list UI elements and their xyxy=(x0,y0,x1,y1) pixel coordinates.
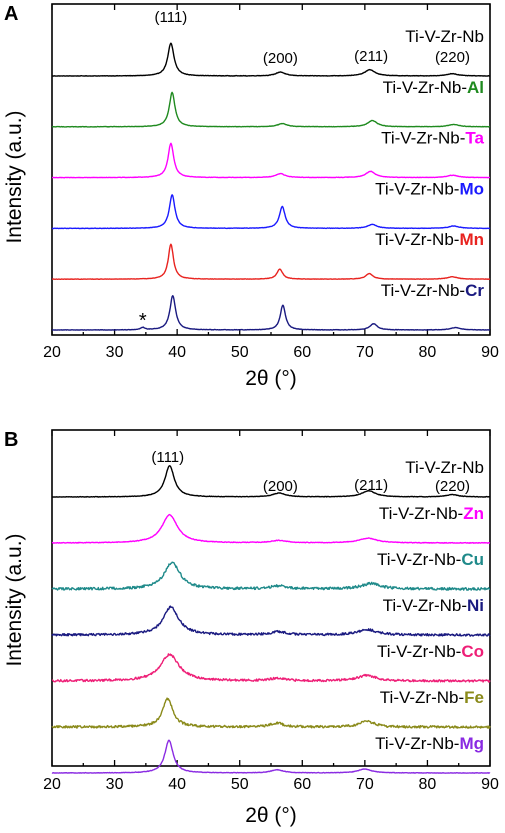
x-tick-label: 20 xyxy=(43,776,61,793)
peak-label: (220) xyxy=(435,49,470,66)
series-line xyxy=(51,465,491,498)
series-label-base: Ti-V-Zr-Nb xyxy=(405,27,484,46)
peak-label: (220) xyxy=(435,478,470,495)
series-label-element: Zn xyxy=(463,504,484,523)
panel-b-xlabel: 2θ (°) xyxy=(245,804,297,827)
x-tick-label: 30 xyxy=(106,344,124,361)
series-label-base: Ti-V-Zr-Nb- xyxy=(377,642,461,661)
series-line xyxy=(51,653,491,683)
x-tick-label: 60 xyxy=(293,776,311,793)
series-label-element: Cu xyxy=(461,550,484,569)
series-label-base: Ti-V-Zr-Nb- xyxy=(377,550,461,569)
series-label-element: Ni xyxy=(467,596,484,615)
series-line xyxy=(51,739,491,774)
series-label-base: Ti-V-Zr-Nb- xyxy=(379,504,463,523)
peak-label: (111) xyxy=(151,449,184,466)
series-label-element: Al xyxy=(467,78,484,97)
series-label-base: Ti-V-Zr-Nb- xyxy=(381,281,465,300)
series-label: Ti-V-Zr-Nb-Fe xyxy=(380,688,484,707)
peak-label: (211) xyxy=(354,477,388,494)
panel-b: B Intensity (a.u.) 2θ (°) 20 30 40 50 60 70 80… xyxy=(3,429,499,827)
series-line xyxy=(51,42,491,77)
series-line xyxy=(51,243,491,280)
series-label-base: Ti-V-Zr-Nb- xyxy=(380,688,464,707)
x-tick-label: 50 xyxy=(231,344,249,361)
series-label-base: Ti-V-Zr-Nb- xyxy=(375,734,459,753)
series-label-element: Co xyxy=(461,642,484,661)
series-label: Ti-V-Zr-Nb xyxy=(405,27,484,46)
series-label: Ti-V-Zr-Nb-Ni xyxy=(383,596,484,615)
series-line xyxy=(51,605,491,637)
x-tick-label: 80 xyxy=(419,344,437,361)
peak-label: (200) xyxy=(263,50,298,67)
series-label-element: Mg xyxy=(459,734,484,753)
series-label: Ti-V-Zr-Nb-Zn xyxy=(379,504,484,523)
series-label: Ti-V-Zr-Nb-Ta xyxy=(381,129,484,148)
series-line xyxy=(51,561,491,591)
series-label-element: Ta xyxy=(465,129,484,148)
x-tick-label: 90 xyxy=(481,344,499,361)
series-label-base: Ti-V-Zr-Nb xyxy=(405,458,484,477)
x-tick-label: 50 xyxy=(231,776,249,793)
peak-label: (111) xyxy=(154,9,187,26)
series-label: Ti-V-Zr-Nb-Mo xyxy=(375,179,484,198)
x-tick-label: 40 xyxy=(168,776,186,793)
panel-b-plot: 20 30 40 50 60 70 80 90(111)(200) (211) (220)Ti-V… xyxy=(43,429,499,793)
series-label: Ti-V-Zr-Nb-Al xyxy=(383,78,484,97)
series-label-element: Mn xyxy=(459,230,484,249)
series-label-base: Ti-V-Zr-Nb- xyxy=(381,129,465,148)
series-label: Ti-V-Zr-Nb-Cr xyxy=(381,281,485,300)
x-tick-label: 90 xyxy=(481,776,499,793)
series-line xyxy=(51,295,491,331)
x-tick-label: 40 xyxy=(168,344,186,361)
series-line xyxy=(51,142,491,179)
series-label-element: Fe xyxy=(464,688,484,707)
series-line xyxy=(51,194,491,230)
x-tick-label: 80 xyxy=(419,776,437,793)
series-label-base: Ti-V-Zr-Nb- xyxy=(383,78,467,97)
x-tick-label: 70 xyxy=(356,344,374,361)
panel-a-xlabel: 2θ (°) xyxy=(245,367,297,390)
panel-a-ylabel: Intensity (a.u.) xyxy=(3,110,26,243)
series-label-base: Ti-V-Zr-Nb- xyxy=(383,596,467,615)
panel-a: A Intensity (a.u.) 2θ (°) 20 30 40 50 60 70 80… xyxy=(3,3,499,390)
series-label: Ti-V-Zr-Nb xyxy=(405,458,484,477)
peak-label: (211) xyxy=(354,48,388,65)
x-tick-label: 70 xyxy=(356,776,374,793)
series-label: Ti-V-Zr-Nb-Mn xyxy=(375,230,484,249)
series-label-element: Mo xyxy=(459,179,484,198)
impurity-marker: * xyxy=(139,310,147,332)
series-label-element: Cr xyxy=(465,281,484,300)
series-line xyxy=(51,697,491,729)
series-label: Ti-V-Zr-Nb-Cu xyxy=(377,550,484,569)
panel-a-plot: 20 30 40 50 60 70 80 90 (111) (200) (211) (220) Ti-V… xyxy=(43,3,499,361)
x-tick-label: 60 xyxy=(293,344,311,361)
series-line xyxy=(51,91,491,128)
peak-label: (200) xyxy=(263,478,298,495)
series-label: Ti-V-Zr-Nb-Co xyxy=(377,642,484,661)
panel-a-letter: A xyxy=(4,3,18,25)
series-label-base: Ti-V-Zr-Nb- xyxy=(375,230,459,249)
panel-b-ylabel: Intensity (a.u.) xyxy=(3,533,26,666)
x-tick-label: 30 xyxy=(106,776,124,793)
x-tick-label: 20 xyxy=(43,344,61,361)
series-label: Ti-V-Zr-Nb-Mg xyxy=(375,734,484,753)
series-label-base: Ti-V-Zr-Nb- xyxy=(375,179,459,198)
panel-b-letter: B xyxy=(4,429,18,451)
series-line xyxy=(51,513,491,544)
